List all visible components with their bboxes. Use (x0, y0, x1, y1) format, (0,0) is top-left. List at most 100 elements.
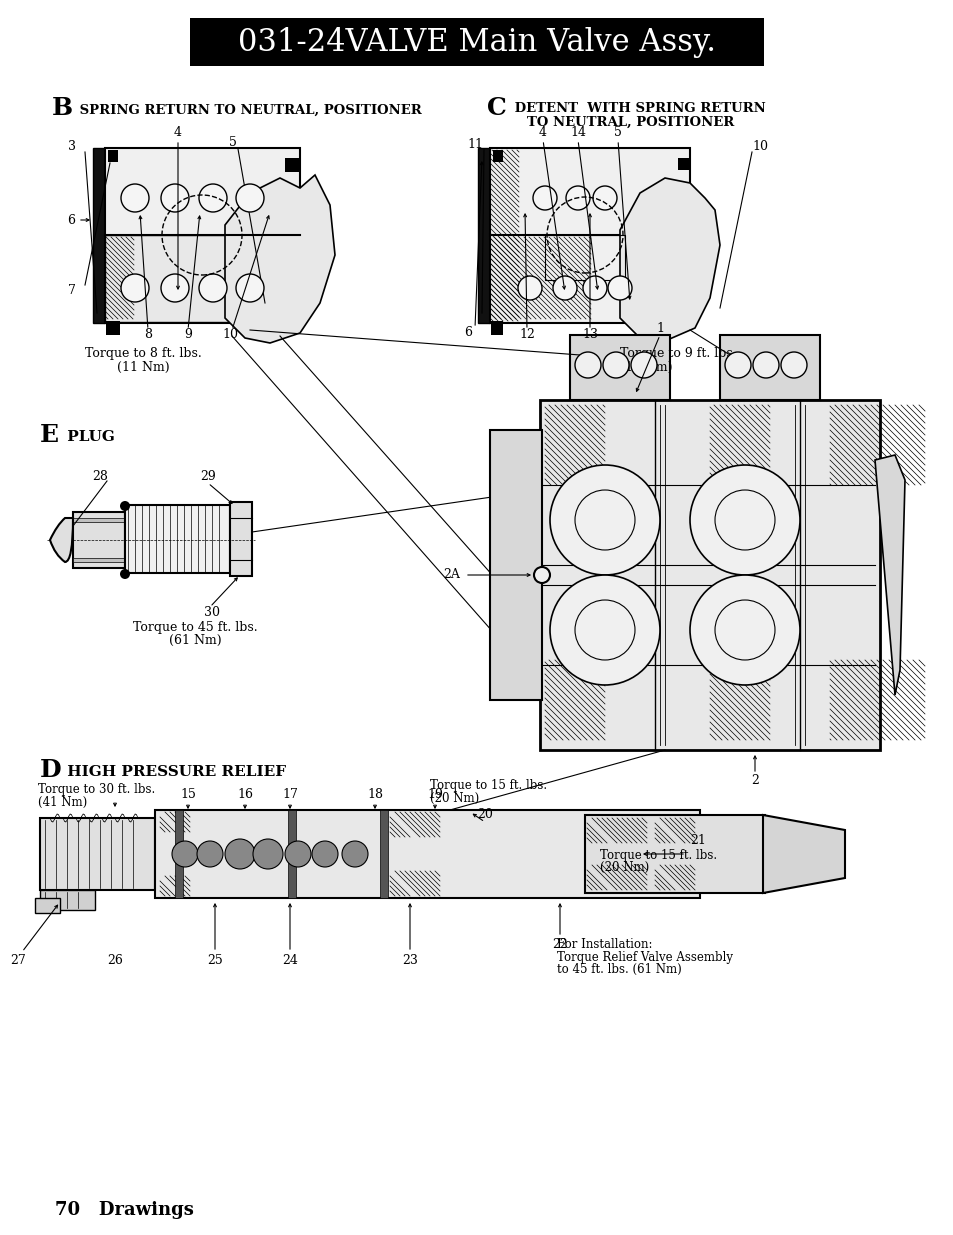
Circle shape (120, 569, 130, 579)
Bar (73, 513, 125, 568)
Bar (125, 505, 230, 573)
Circle shape (341, 841, 368, 867)
Text: SPRING RETURN TO NEUTRAL, POSITIONER: SPRING RETURN TO NEUTRAL, POSITIONER (75, 104, 421, 116)
Circle shape (582, 275, 606, 300)
Text: 4: 4 (538, 126, 546, 140)
Bar (106, 321, 120, 335)
Bar (493, 149, 502, 162)
Bar (190, 19, 763, 65)
Text: Torque to 15 ft. lbs.: Torque to 15 ft. lbs. (430, 779, 547, 793)
Text: (20 Nm): (20 Nm) (430, 792, 478, 804)
Bar (105, 148, 299, 324)
Text: Torque to 15 ft. lbs.: Torque to 15 ft. lbs. (599, 848, 717, 862)
Circle shape (121, 184, 149, 212)
Text: 24: 24 (282, 953, 297, 967)
Circle shape (550, 576, 659, 685)
Circle shape (575, 352, 600, 378)
Bar (379, 810, 388, 898)
Circle shape (550, 466, 659, 576)
Text: (20 Nm): (20 Nm) (599, 861, 649, 873)
PathPatch shape (874, 454, 904, 695)
Bar (92, 148, 105, 324)
Text: 5: 5 (229, 136, 236, 148)
Text: 27: 27 (10, 953, 26, 967)
Text: 26: 26 (107, 953, 123, 967)
Text: 30: 30 (204, 605, 220, 619)
Circle shape (196, 841, 223, 867)
Text: 7: 7 (68, 284, 76, 296)
Text: TO NEUTRAL, POSITIONER: TO NEUTRAL, POSITIONER (526, 116, 734, 128)
Circle shape (724, 352, 750, 378)
Circle shape (312, 841, 337, 867)
Text: 20: 20 (476, 809, 493, 821)
Text: 29: 29 (200, 469, 215, 483)
Circle shape (121, 274, 149, 303)
Circle shape (120, 501, 130, 511)
Bar (584, 815, 764, 893)
Text: 9: 9 (184, 329, 192, 342)
Text: D: D (40, 758, 62, 782)
Text: 18: 18 (367, 788, 382, 802)
Bar (491, 321, 502, 335)
Bar (539, 400, 879, 750)
Circle shape (235, 184, 264, 212)
Circle shape (602, 352, 628, 378)
Text: 12: 12 (518, 329, 535, 342)
Bar (40, 890, 95, 910)
Circle shape (225, 839, 254, 869)
Circle shape (199, 274, 227, 303)
Text: Torque Relief Valve Assembly: Torque Relief Valve Assembly (557, 951, 732, 963)
Bar (174, 810, 183, 898)
Text: 14: 14 (569, 126, 585, 140)
Circle shape (630, 352, 657, 378)
Text: to 45 ft. lbs. (61 Nm): to 45 ft. lbs. (61 Nm) (557, 962, 681, 976)
Circle shape (607, 275, 631, 300)
Text: 031-24VALVE Main Valve Assy.: 031-24VALVE Main Valve Assy. (237, 26, 716, 58)
Text: 25: 25 (207, 953, 223, 967)
Text: 5: 5 (614, 126, 621, 140)
Text: (41 Nm): (41 Nm) (38, 795, 87, 809)
Text: Torque to 45 ft. lbs.: Torque to 45 ft. lbs. (132, 620, 257, 634)
Bar (35, 898, 60, 913)
Circle shape (253, 839, 283, 869)
Text: Torque to 9 ft. lbs.: Torque to 9 ft. lbs. (619, 347, 736, 361)
Circle shape (752, 352, 779, 378)
PathPatch shape (762, 815, 844, 893)
Circle shape (593, 186, 617, 210)
Bar (108, 149, 118, 162)
Circle shape (689, 576, 800, 685)
Bar (720, 335, 820, 400)
Text: 1: 1 (656, 321, 663, 335)
Text: PLUG: PLUG (62, 430, 114, 445)
Text: DETENT  WITH SPRING RETURN: DETENT WITH SPRING RETURN (510, 101, 765, 115)
Text: 6: 6 (463, 326, 472, 338)
Text: 10: 10 (751, 141, 767, 153)
Bar (490, 148, 689, 324)
PathPatch shape (225, 175, 335, 343)
Text: Torque to 30 ft. lbs.: Torque to 30 ft. lbs. (38, 783, 155, 797)
Text: Torque to 8 ft. lbs.: Torque to 8 ft. lbs. (85, 347, 201, 361)
Bar (285, 158, 298, 172)
Text: C: C (486, 96, 506, 120)
Text: 2A: 2A (442, 568, 459, 582)
PathPatch shape (50, 517, 73, 562)
PathPatch shape (619, 178, 720, 341)
Text: 2: 2 (750, 773, 759, 787)
Text: 6: 6 (67, 214, 75, 226)
Circle shape (553, 275, 577, 300)
Bar (288, 810, 295, 898)
Text: 17: 17 (282, 788, 297, 802)
Bar (678, 158, 689, 170)
Text: For Installation:: For Installation: (557, 939, 652, 951)
Text: HIGH PRESSURE RELIEF: HIGH PRESSURE RELIEF (62, 764, 286, 779)
Text: 11: 11 (467, 138, 482, 152)
Circle shape (689, 466, 800, 576)
Text: 70   Drawings: 70 Drawings (55, 1200, 193, 1219)
Text: 10: 10 (222, 329, 237, 342)
Bar (477, 148, 490, 324)
Text: 16: 16 (236, 788, 253, 802)
Bar (73, 558, 125, 562)
Text: 22: 22 (552, 939, 567, 951)
Text: 28: 28 (92, 469, 108, 483)
Bar (105, 235, 299, 322)
